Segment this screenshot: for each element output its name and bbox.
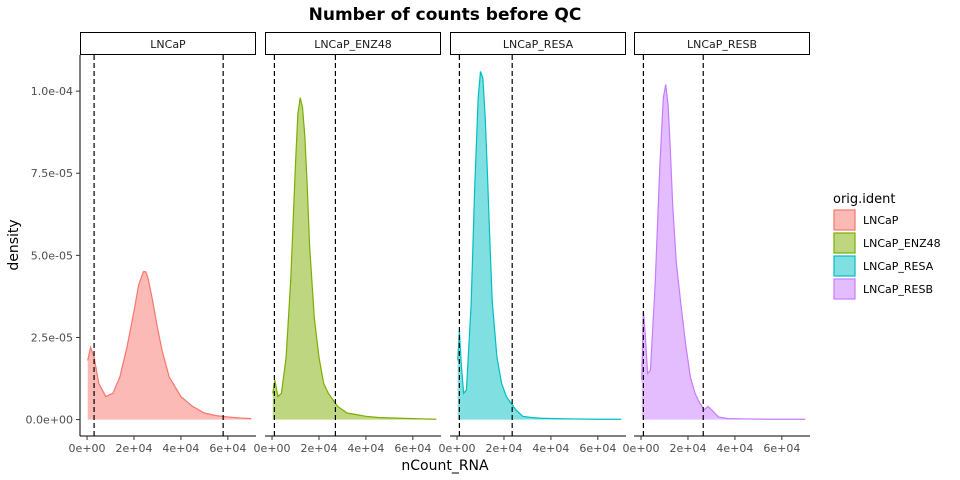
chart-title: Number of counts before QC	[309, 5, 582, 25]
x-tick-label: 6e+04	[579, 442, 616, 455]
facet-strip-label: LNCaP	[150, 38, 186, 51]
density-area	[87, 271, 252, 420]
density-area	[457, 71, 622, 420]
x-tick-label: 2e+04	[300, 442, 337, 455]
legend-key	[833, 255, 856, 277]
facet-strip	[450, 32, 626, 55]
legend-key	[833, 232, 856, 254]
legend-label: LNCaP	[863, 214, 899, 227]
x-axis-label: nCount_RNA	[401, 458, 489, 474]
x-tick-label: 0e+00	[254, 442, 291, 455]
density-area	[272, 97, 437, 420]
legend-label: LNCaP_RESA	[863, 260, 934, 273]
facet-panel-lncap-enz48: LNCaP_ENZ48 0e+00 2e+04 4e+04 6e+04	[254, 32, 441, 455]
legend-key	[833, 209, 856, 231]
x-tick-label: 0e+00	[439, 442, 476, 455]
facet-strip-label: LNCaP_ENZ48	[314, 38, 392, 51]
facet-strip	[80, 32, 256, 55]
x-tick-label: 0e+00	[623, 442, 660, 455]
density-line	[272, 97, 437, 420]
x-tick-label: 6e+04	[209, 442, 246, 455]
legend-label: LNCaP_ENZ48	[863, 237, 941, 250]
legend-key	[833, 278, 856, 300]
facet-strip	[634, 32, 810, 55]
y-tick-label: 5.0e-05	[31, 249, 73, 262]
y-tick-label: 2.5e-05	[31, 331, 73, 344]
facet-panel-lncap-resb: LNCaP_RESB 0e+00 2e+04 4e+04 6e+04	[623, 32, 810, 455]
density-line	[87, 271, 252, 420]
x-tick-label: 2e+04	[115, 442, 152, 455]
x-tick-label: 0e+00	[69, 442, 106, 455]
x-tick-label: 4e+04	[532, 442, 569, 455]
x-tick-label: 2e+04	[485, 442, 522, 455]
x-tick-label: 4e+04	[162, 442, 199, 455]
x-tick-label: 4e+04	[347, 442, 384, 455]
facet-panel-lncap-resa: LNCaP_RESA 0e+00 2e+04 4e+04 6e+04	[439, 32, 626, 455]
y-tick-label: 1.0e-04	[31, 85, 73, 98]
facet-panel-lncap: LNCaP 0e+00 2e+04 4e+04 6e+04	[69, 32, 256, 455]
density-line	[641, 84, 806, 420]
density-line	[457, 71, 622, 420]
y-tick-label: 0.0e+00	[26, 414, 73, 427]
y-axis-label: density	[6, 219, 22, 270]
x-tick-label: 6e+04	[763, 442, 800, 455]
facet-strip-label: LNCaP_RESB	[687, 38, 757, 51]
facet-strip-label: LNCaP_RESA	[503, 38, 574, 51]
x-tick-label: 6e+04	[394, 442, 431, 455]
x-tick-label: 4e+04	[716, 442, 753, 455]
legend-label: LNCaP_RESB	[863, 283, 933, 296]
x-tick-label: 2e+04	[669, 442, 706, 455]
y-tick-label: 7.5e-05	[31, 167, 73, 180]
facet-strip	[265, 32, 441, 55]
density-area	[641, 84, 806, 420]
legend-title: orig.ident	[833, 192, 896, 207]
